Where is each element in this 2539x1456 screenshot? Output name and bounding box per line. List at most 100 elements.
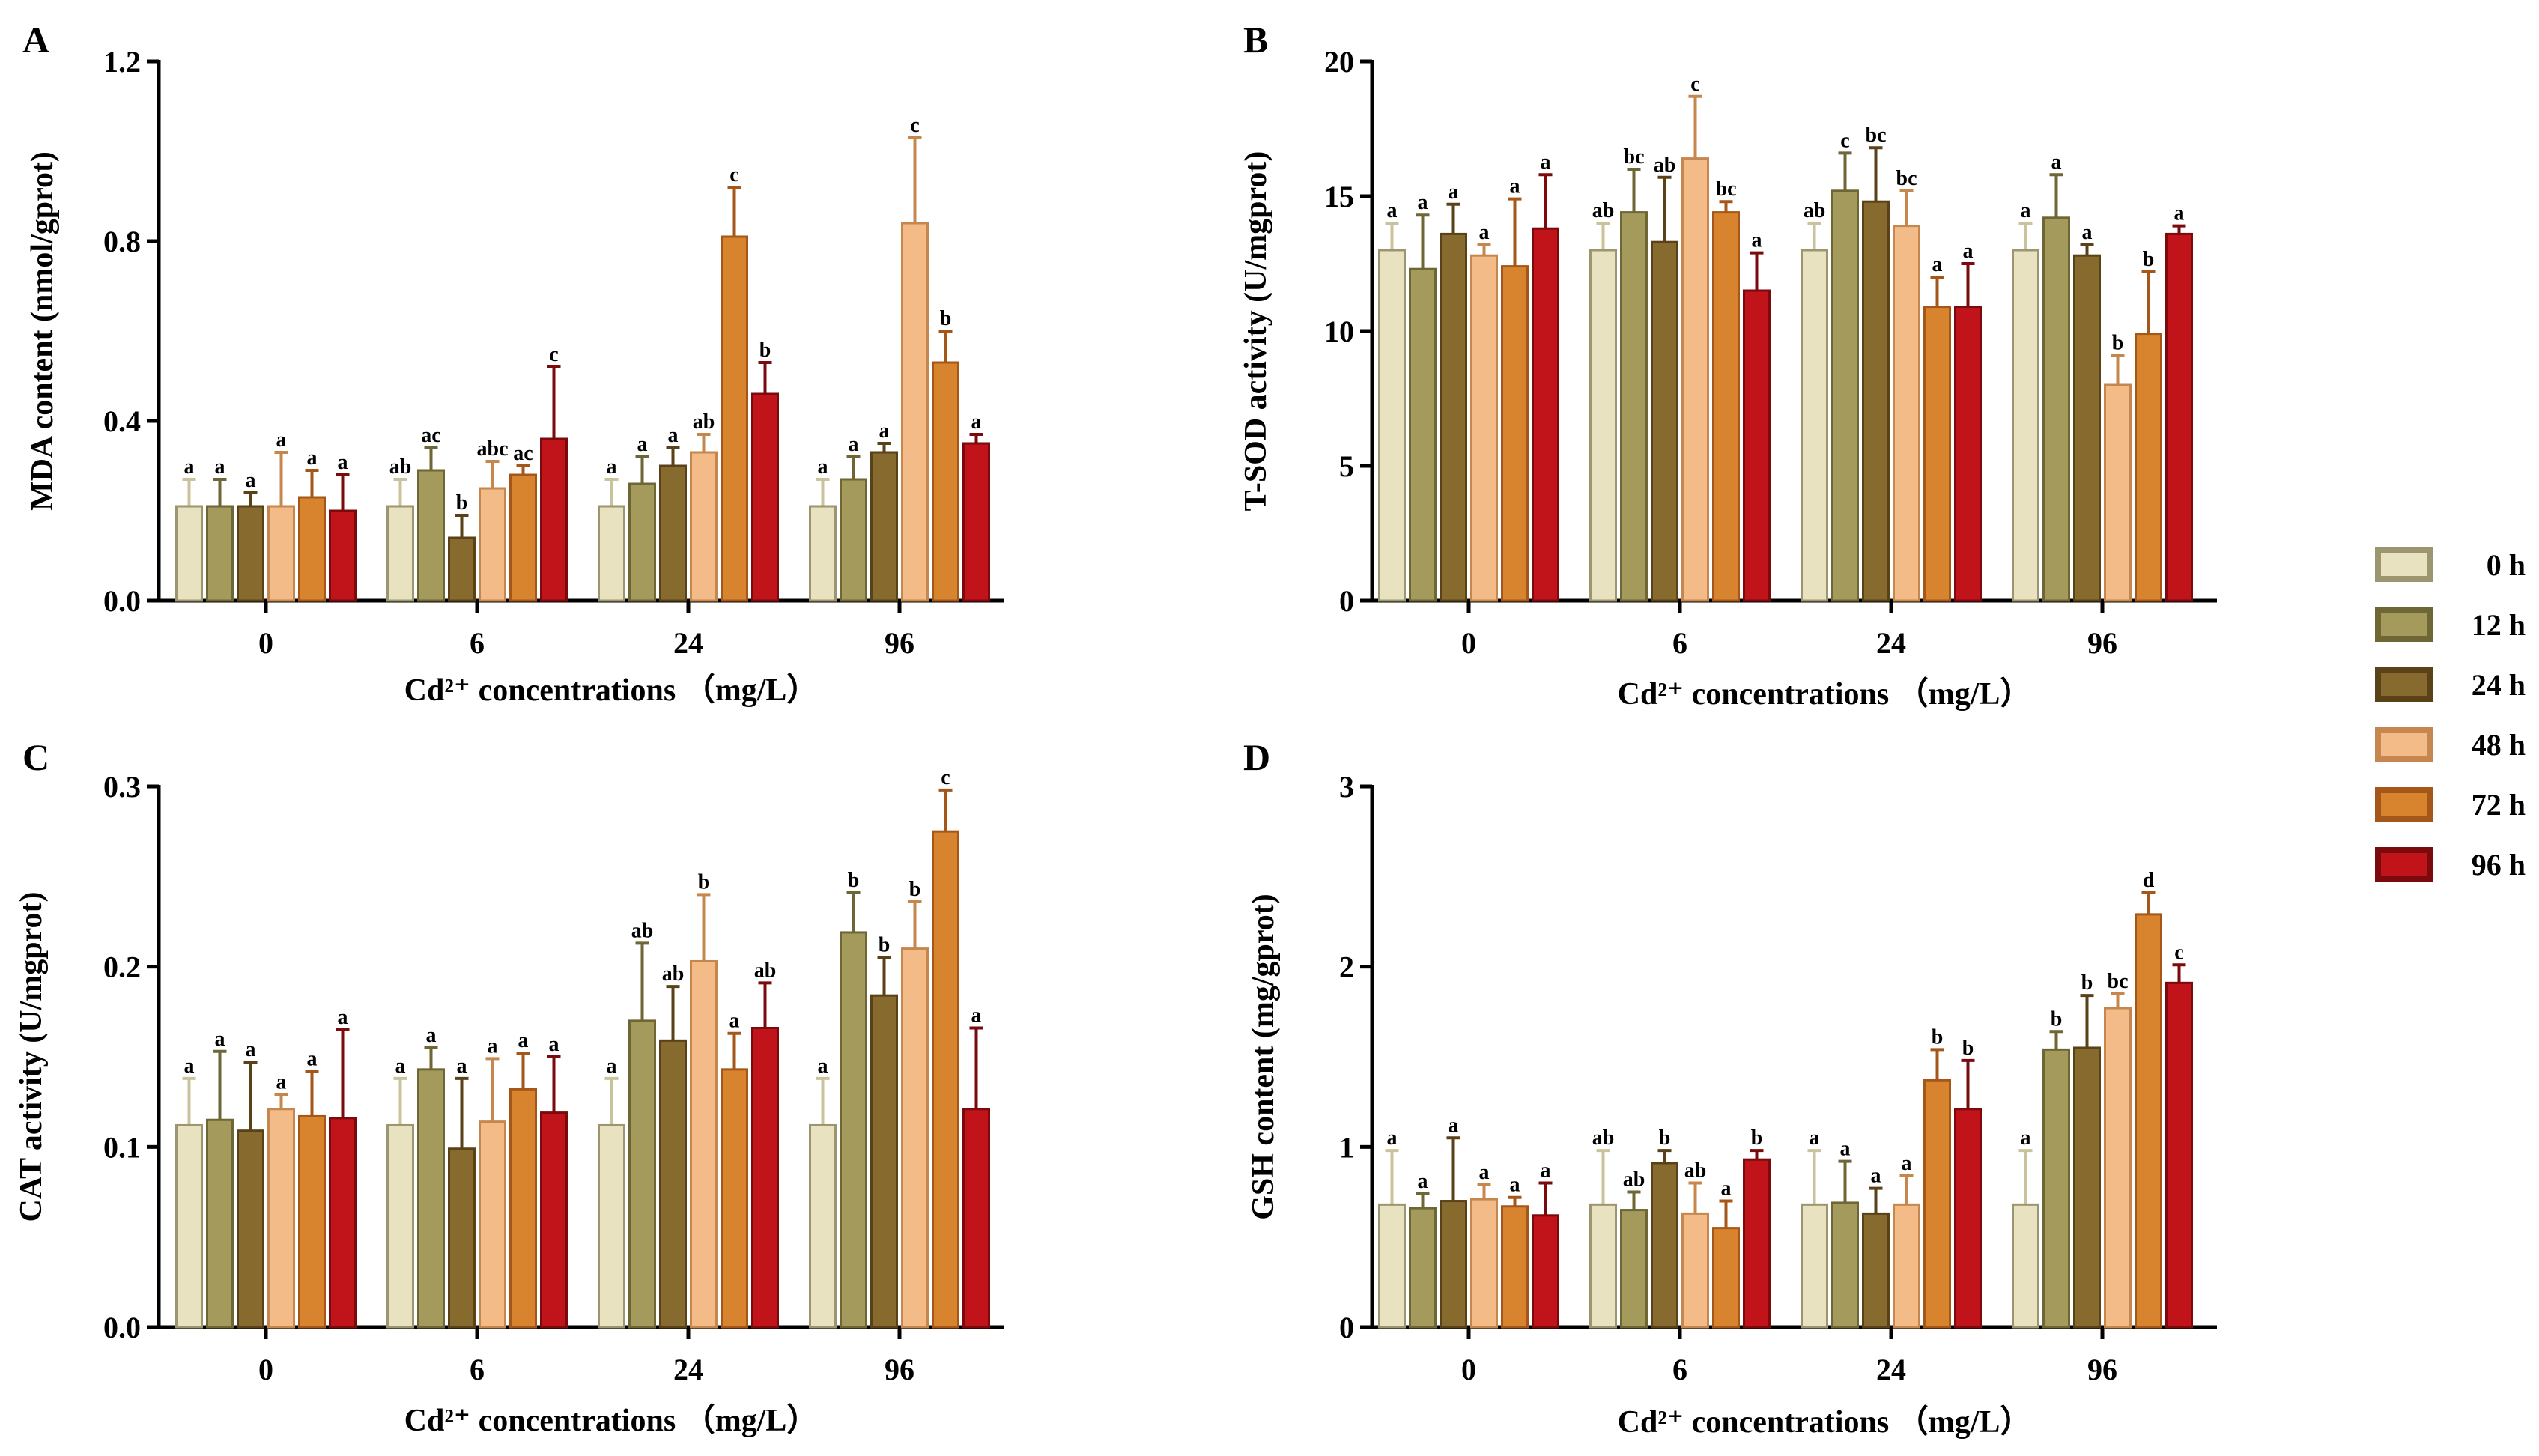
x-tick-label: 0: [1461, 1353, 1476, 1386]
bar: [1651, 240, 1678, 602]
bar: [1862, 1212, 1890, 1329]
y-axis-title: MDA content (nmol/gprot): [25, 151, 60, 511]
bar: [721, 235, 748, 602]
legend-label: 0 h: [2487, 548, 2526, 582]
significance-label: b: [1962, 1037, 1974, 1060]
legend-label: 24 h: [2472, 668, 2526, 702]
bar: [1743, 289, 1771, 602]
bar: [540, 1111, 568, 1329]
bar: [1681, 157, 1709, 602]
y-tick-label: 3: [1339, 770, 1354, 804]
significance-label: a: [276, 1071, 287, 1094]
bar: [2165, 981, 2193, 1329]
significance-label: ac: [513, 442, 533, 465]
bar: [1801, 249, 1828, 602]
significance-label: ab: [693, 410, 715, 434]
significance-label: a: [338, 451, 348, 474]
significance-label: a: [729, 1010, 740, 1033]
significance-label: a: [215, 455, 225, 479]
bar: [2135, 913, 2162, 1329]
significance-label: a: [1963, 240, 1974, 263]
significance-label: ab: [1592, 1126, 1615, 1150]
significance-label: ab: [754, 959, 777, 982]
significance-label: a: [2082, 221, 2093, 244]
x-tick-label: 6: [470, 626, 485, 660]
bar: [1620, 211, 1648, 602]
significance-label: bc: [2108, 970, 2129, 993]
significance-label: a: [1752, 229, 1762, 252]
y-tick-label: 1.2: [103, 45, 141, 79]
panel-letter: A: [22, 19, 49, 61]
bar: [1743, 1158, 1771, 1329]
y-axis-title: CAT activity (U/mgprot): [14, 892, 49, 1222]
significance-label: a: [971, 1004, 982, 1027]
bar: [298, 1114, 326, 1329]
bar: [809, 1123, 837, 1329]
y-tick-label: 0.1: [103, 1130, 141, 1164]
x-tick-label: 6: [1672, 626, 1687, 660]
significance-label: a: [184, 455, 195, 479]
significance-label: a: [1932, 253, 1943, 276]
bar: [932, 361, 959, 602]
y-tick-label: 0.3: [103, 770, 141, 804]
x-tick-label: 96: [885, 626, 914, 660]
significance-label: c: [729, 163, 738, 186]
significance-label: b: [1932, 1025, 1944, 1049]
significance-label: ab: [1623, 1168, 1645, 1192]
bar: [1681, 1212, 1709, 1329]
bar: [628, 482, 656, 602]
significance-label: b: [2051, 1007, 2063, 1031]
legend: 0 h 12 h 24 h 48 h 72 h 96 h: [2375, 547, 2526, 882]
significance-label: c: [1690, 73, 1699, 96]
y-tick-label: 5: [1339, 449, 1354, 483]
y-tick-label: 0.0: [103, 1311, 141, 1344]
legend-swatch: [2375, 787, 2433, 822]
y-tick-label: 15: [1324, 180, 1354, 213]
significance-label: a: [1418, 191, 1428, 214]
bar: [2165, 232, 2193, 602]
significance-label: b: [2112, 331, 2124, 354]
significance-label: b: [1659, 1126, 1671, 1150]
y-tick-label: 10: [1324, 315, 1354, 348]
panel-letter: D: [1243, 736, 1270, 778]
legend-label: 72 h: [2472, 788, 2526, 822]
significance-label: a: [395, 1055, 406, 1078]
significance-label: a: [426, 1024, 437, 1047]
bar: [751, 1026, 779, 1329]
bar: [628, 1019, 656, 1329]
bar: [386, 1123, 414, 1329]
bar: [417, 469, 445, 602]
y-tick-label: 0.0: [103, 584, 141, 618]
bar: [1923, 306, 1951, 602]
bar: [840, 931, 867, 1329]
x-axis-title: Cd²⁺ concentrations （mg/L）: [404, 673, 819, 708]
bar: [509, 1088, 537, 1329]
significance-label: c: [1840, 129, 1849, 152]
bar: [932, 830, 959, 1329]
significance-label: a: [246, 469, 256, 492]
significance-label: a: [307, 1047, 318, 1070]
bar: [1893, 1203, 1920, 1329]
bar: [2073, 254, 2101, 602]
bar: [417, 1068, 445, 1329]
significance-label: ab: [631, 919, 654, 942]
bar: [540, 437, 568, 602]
significance-label: a: [1449, 181, 1459, 204]
y-tick-label: 0.4: [103, 404, 141, 438]
significance-label: a: [1541, 151, 1551, 174]
significance-label: a: [1449, 1114, 1459, 1137]
panel-letter: C: [22, 736, 49, 778]
significance-label: b: [940, 307, 952, 330]
bar: [1589, 249, 1617, 602]
legend-swatch: [2375, 847, 2433, 882]
chart-panel-B: B 0 5 10 15 20 0 6 24 96 Cd²⁺ concentrations （mg/L…: [1239, 19, 2217, 712]
bar: [721, 1068, 748, 1329]
legend-item: 12 h: [2375, 607, 2526, 642]
significance-label: a: [1479, 1161, 1490, 1184]
bar: [659, 1039, 687, 1329]
bar: [690, 451, 718, 602]
significance-label: a: [549, 1033, 559, 1056]
x-tick-label: 0: [258, 1353, 273, 1386]
significance-label: a: [1541, 1159, 1551, 1182]
x-tick-label: 0: [258, 626, 273, 660]
